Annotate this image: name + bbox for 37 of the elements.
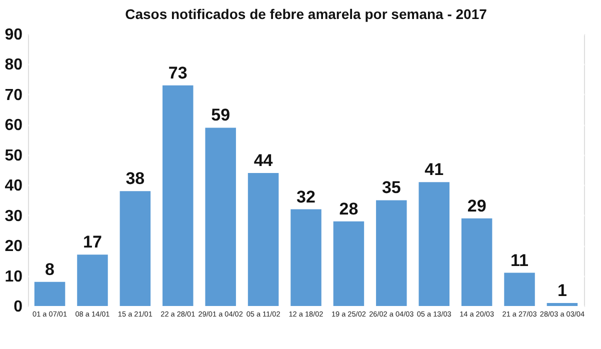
data-label: 28 <box>339 199 358 218</box>
bar <box>248 173 279 306</box>
data-label: 35 <box>382 178 401 198</box>
data-label: 44 <box>254 151 274 170</box>
bar <box>34 282 66 306</box>
data-label: 73 <box>168 63 188 82</box>
bar <box>546 302 578 306</box>
chart-title: Casos notificados de febre amarela por semana - 2017 <box>125 6 488 22</box>
bar <box>504 272 535 306</box>
y-tick-label: 70 <box>4 86 23 104</box>
y-tick-label: 80 <box>4 56 23 74</box>
bar <box>120 191 151 306</box>
data-label: 38 <box>126 169 145 188</box>
bar <box>376 200 407 306</box>
data-label: 8 <box>45 260 55 279</box>
data-label: 29 <box>467 196 486 216</box>
y-tick-label: 40 <box>4 178 23 195</box>
data-label: 32 <box>296 187 316 206</box>
y-tick-label: 60 <box>4 117 23 134</box>
y-tick-label: 30 <box>4 208 23 225</box>
data-label: 1 <box>557 280 567 300</box>
data-label: 17 <box>83 232 102 252</box>
bar <box>205 128 236 306</box>
y-tick-label: 0 <box>14 298 23 316</box>
y-tick-label: 10 <box>4 268 23 286</box>
bar <box>77 254 108 306</box>
data-label: 11 <box>510 250 529 270</box>
bar <box>162 85 194 306</box>
bar <box>333 221 364 306</box>
y-tick-label: 50 <box>4 147 23 164</box>
y-tick-label: 20 <box>4 238 23 256</box>
bar <box>418 182 450 306</box>
data-label: 59 <box>211 106 230 125</box>
bar <box>290 209 322 306</box>
data-label: 41 <box>424 160 444 180</box>
y-tick-label: 90 <box>4 26 23 44</box>
bar <box>461 218 492 306</box>
